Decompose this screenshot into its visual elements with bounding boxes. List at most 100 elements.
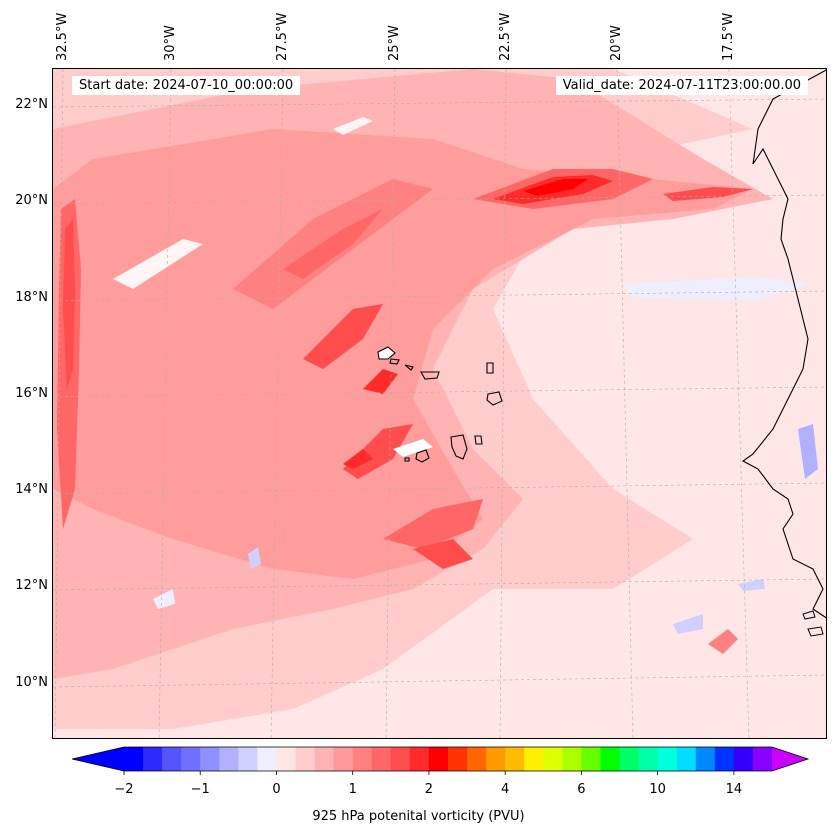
- island-sao-nicolau: [420, 371, 440, 380]
- pv-pale-streak-1: [113, 239, 203, 289]
- colorbar-bin: [124, 747, 144, 771]
- gridline-30w: [158, 69, 172, 738]
- colorbar-tick-label: −2: [114, 782, 134, 797]
- lon-label-25w: 25°W: [387, 25, 402, 61]
- colorbar-bin: [467, 747, 487, 771]
- lat-label-22n: 22°N: [15, 97, 48, 112]
- island-sw-1: [802, 610, 816, 620]
- colorbar-bin: [143, 747, 163, 771]
- pv-negative-se: [673, 614, 703, 634]
- colorbar-bin: [638, 747, 659, 771]
- cape-verde-islands: [377, 346, 503, 463]
- colorbar-bin: [295, 747, 316, 771]
- colorbar: [72, 746, 810, 775]
- gridline-27-5w: [270, 69, 284, 738]
- pv-contours: [53, 69, 818, 729]
- colorbar-bin: [714, 747, 735, 771]
- colorbar-bin: [333, 747, 354, 771]
- lat-label-20n: 20°N: [15, 193, 48, 208]
- lat-label-18n: 18°N: [15, 290, 48, 305]
- colorbar-min-extend: [72, 747, 124, 771]
- lat-label-14n: 14°N: [15, 482, 48, 497]
- colorbar-bin: [581, 747, 601, 771]
- colorbar-tick-label: 14: [725, 782, 743, 797]
- colorbar-tick-label: 4: [501, 782, 510, 797]
- colorbar-bin: [257, 747, 277, 771]
- colorbar-bin: [352, 747, 373, 771]
- island-fogo: [415, 449, 430, 463]
- gridline-32-5w: [54, 69, 64, 738]
- island-santiago: [450, 434, 468, 460]
- africa-coastline: [741, 69, 826, 619]
- island-maio: [474, 435, 483, 445]
- colorbar-bin: [524, 747, 544, 771]
- pv-negative-coast-1: [798, 424, 818, 479]
- pv-pale-streak-3: [393, 439, 433, 457]
- colorbar-max-extend: [772, 747, 808, 771]
- colorbar-bin: [371, 747, 392, 771]
- colorbar-bin: [695, 747, 716, 771]
- colorbar-bin: [505, 747, 525, 771]
- colorbar-bin: [314, 747, 335, 771]
- valid-date-label: Valid_date: 2024-07-11T23:00:00.00: [555, 76, 808, 95]
- colorbar-bin: [600, 747, 621, 771]
- lon-label-20w: 20°W: [609, 25, 624, 61]
- island-sal: [486, 362, 494, 374]
- colorbar-bin: [409, 747, 430, 771]
- gridline-20w: [616, 69, 634, 738]
- pv-filament-3: [303, 304, 383, 369]
- colorbar-tick-label: 10: [649, 782, 666, 797]
- pv-core-santo-antao: [363, 369, 398, 394]
- pv-filament-5: [383, 499, 483, 549]
- graticule: [53, 69, 826, 738]
- pv-streak-3: [523, 179, 588, 196]
- colorbar-label: 925 hPa potenital vorticity (PVU): [312, 809, 525, 824]
- colorbar-bin: [181, 747, 201, 771]
- start-date-label: Start date: 2024-07-10_00:00:00: [72, 76, 301, 95]
- lat-label-10n: 10°N: [15, 675, 48, 690]
- pv-negative-east: [623, 277, 813, 301]
- colorbar-bin: [733, 747, 754, 771]
- colorbar-bin: [162, 747, 182, 771]
- colorbar-bin: [752, 747, 773, 771]
- pv-filament-6: [413, 539, 473, 569]
- pv-negative-sw-2: [153, 589, 175, 609]
- island-sao-vicente: [389, 358, 400, 365]
- colorbar-bin: [238, 747, 258, 771]
- island-santa-luzia: [404, 364, 414, 371]
- colorbar-bin: [619, 747, 640, 771]
- colorbar-tick-label: −1: [190, 782, 210, 797]
- colorbar-bin: [486, 747, 506, 771]
- map-panel[interactable]: [52, 68, 827, 739]
- lon-label-22-5w: 22.5°W: [498, 12, 513, 61]
- pv-blob-se: [708, 629, 738, 654]
- gridline-25w: [385, 69, 396, 738]
- colorbar-bin: [276, 747, 297, 771]
- island-brava: [404, 457, 410, 462]
- colorbar-bin: [219, 747, 239, 771]
- lat-label-12n: 12°N: [15, 578, 48, 593]
- lon-label-32-5w: 32.5°W: [55, 12, 70, 61]
- island-sw-2: [807, 626, 824, 637]
- lon-label-30w: 30°W: [163, 25, 178, 61]
- colorbar-tick-label: 2: [424, 782, 434, 797]
- gridline-22-5w: [499, 69, 507, 738]
- pv-band-08: [53, 129, 753, 579]
- colorbar-bin: [562, 747, 582, 771]
- pv-negative-coast-2: [738, 579, 765, 591]
- island-boa-vista: [486, 391, 503, 406]
- colorbar-bin: [676, 747, 697, 771]
- gridline-17-5w: [728, 69, 750, 738]
- colorbar-bin: [428, 747, 449, 771]
- pv-negative-sw-1: [248, 547, 261, 569]
- lat-label-16n: 16°N: [15, 386, 48, 401]
- colorbar-bin: [200, 747, 220, 771]
- colorbar-tick-label: 1: [348, 782, 357, 797]
- pv-core-fogo: [343, 449, 373, 469]
- colorbar-bin: [657, 747, 678, 771]
- lon-label-27-5w: 27.5°W: [275, 12, 290, 61]
- colorbar-bin: [543, 747, 563, 771]
- pv-streak-4: [663, 187, 753, 201]
- colorbar-bin: [448, 747, 468, 771]
- bijagos-islands: [802, 610, 824, 637]
